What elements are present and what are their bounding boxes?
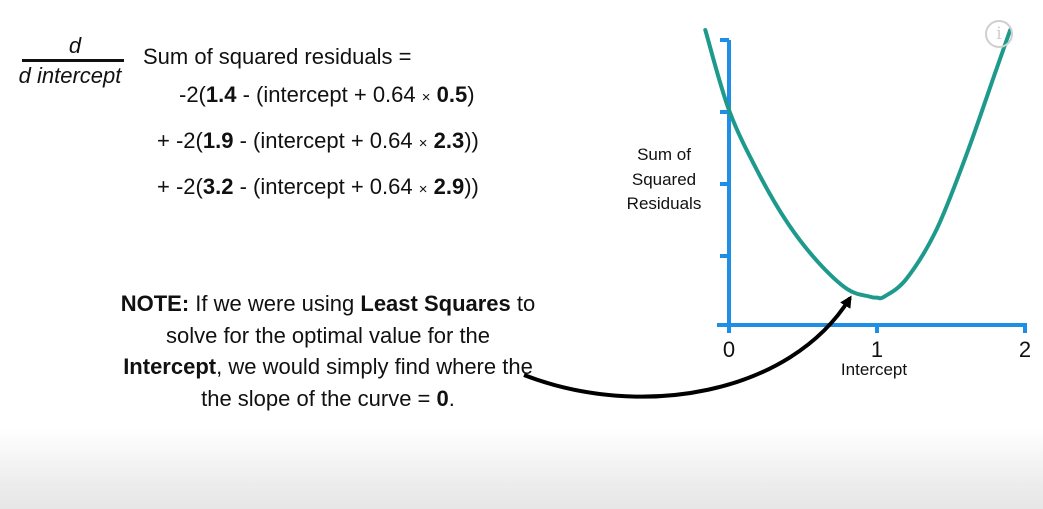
equation-line-1: -2(1.4 - (intercept + 0.64 × 0.5) xyxy=(179,82,475,111)
eq3-prefix: + -2( xyxy=(157,174,203,199)
note-part-4: . xyxy=(448,385,455,411)
eq1-observed: 1.4 xyxy=(205,82,237,107)
eq2-mid: - (intercept + 0.64 xyxy=(233,128,419,153)
info-icon[interactable]: i xyxy=(985,20,1013,48)
note-part-1: If we were using xyxy=(189,291,361,316)
eq1-x: 0.5 xyxy=(436,82,468,107)
equation-line-2: + -2(1.9 - (intercept + 0.64 × 2.3)) xyxy=(157,128,479,157)
eq2-x: 2.3 xyxy=(433,128,465,153)
eq2-suffix: )) xyxy=(464,128,479,153)
equation-line-3: + -2(3.2 - (intercept + 0.64 × 2.9)) xyxy=(157,174,479,203)
ssr-curve xyxy=(703,28,1013,301)
derivative-operator: d d intercept xyxy=(6,34,134,88)
note-text: NOTE: If we were using Least Squares to … xyxy=(118,288,538,414)
x-tick-labels: 0 1 2 xyxy=(723,337,1031,362)
eq3-observed: 3.2 xyxy=(202,174,234,199)
eq2-times: × xyxy=(418,135,428,152)
eq2-observed: 1.9 xyxy=(202,128,234,153)
axes xyxy=(717,38,1027,333)
x-tick-label-2: 2 xyxy=(1019,337,1031,362)
fraction-bar xyxy=(22,59,124,62)
note-arrow xyxy=(523,295,852,399)
derivative-numerator: d xyxy=(68,33,82,58)
y-axis-label-line-2: Squared xyxy=(632,170,696,189)
x-tick-label-0: 0 xyxy=(723,337,735,362)
derivative-denominator: d intercept xyxy=(18,63,122,88)
x-axis-label: Intercept xyxy=(841,360,907,379)
eq1-suffix: ) xyxy=(467,82,475,107)
eq1-times: × xyxy=(421,89,431,106)
eq3-times: × xyxy=(418,181,428,198)
bottom-shade xyxy=(0,429,1043,509)
note-bold-intercept: Intercept xyxy=(123,354,217,379)
eq1-prefix: -2( xyxy=(179,82,206,107)
note-part-3: , we would simply find where the the slo… xyxy=(201,354,533,411)
eq3-mid: - (intercept + 0.64 xyxy=(233,174,419,199)
x-tick-label-1: 1 xyxy=(871,337,883,362)
note-bold-zero: 0 xyxy=(436,385,449,411)
eq2-prefix: + -2( xyxy=(157,128,203,153)
y-axis-label-line-1: Sum of xyxy=(637,145,691,164)
eq1-mid: - (intercept + 0.64 xyxy=(236,82,422,107)
eq3-x: 2.9 xyxy=(433,174,465,199)
note-label: NOTE: xyxy=(120,291,190,316)
equation-head: Sum of squared residuals = xyxy=(143,44,412,69)
note-part-2: to solve for the optimal value for the xyxy=(165,291,536,348)
y-axis-label-line-3: Residuals xyxy=(627,194,702,213)
note-bold-least-squares: Least Squares xyxy=(360,291,511,316)
eq3-suffix: )) xyxy=(464,174,479,199)
